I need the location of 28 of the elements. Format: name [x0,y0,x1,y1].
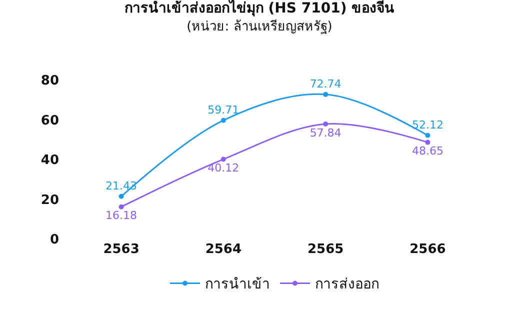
point [220,118,226,123]
chart-title: การนำเข้าส่งออกไข่มุก (HS 7101) ของจีน [124,0,395,16]
data-label: 57.84 [310,126,342,140]
point [323,92,328,97]
point [425,132,430,138]
y-tick-label: 0 [50,232,59,248]
x-tick-label: 2563 [103,242,140,257]
point [323,122,328,127]
point [118,204,124,210]
y-tick-label: 40 [40,153,59,168]
data-label: 59.71 [208,103,240,116]
x-tick-label: 2566 [410,242,446,257]
y-tick-label: 20 [40,192,59,208]
point [220,156,226,162]
data-label: 48.65 [412,144,444,158]
x-tick-label: 2564 [205,242,242,257]
x-tick-label: 2565 [307,242,344,257]
data-label: 72.74 [310,78,342,91]
y-tick-label: 60 [40,113,59,128]
point [425,140,430,145]
y-tick-label: 80 [40,74,59,89]
point [118,194,124,199]
legend-label: การส่งออก [315,276,379,293]
chart-subtitle: (หน่วย: ล้านเหรียญสหรัฐ) [186,18,332,35]
legend-label: การนำเข้า [205,276,270,293]
data-label: 16.18 [106,209,138,222]
data-label: 52.12 [412,118,444,132]
data-label: 40.12 [208,162,240,175]
